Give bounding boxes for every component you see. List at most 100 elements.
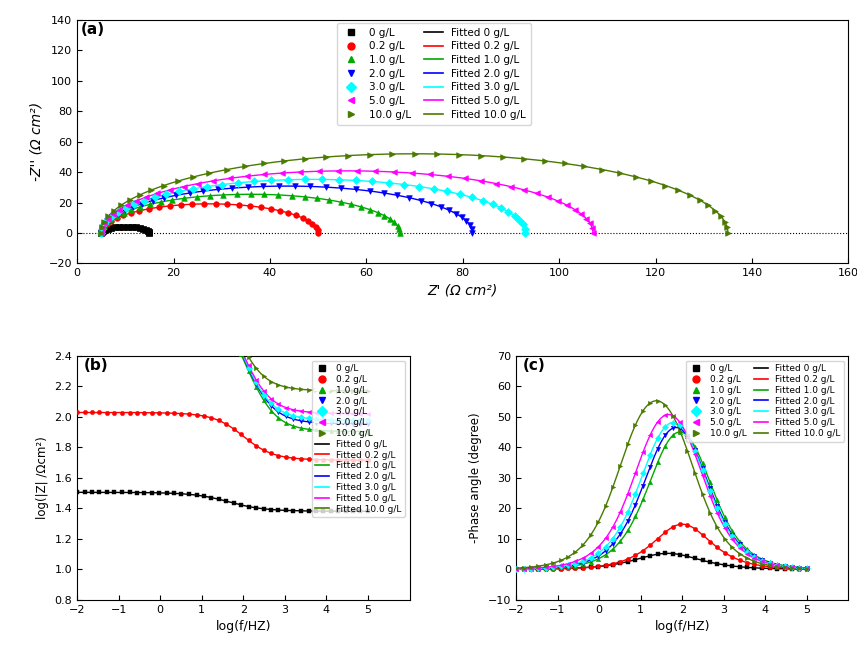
Point — [576, 553, 590, 563]
Point — [286, 505, 300, 516]
Point — [554, 560, 567, 571]
Point — [123, 487, 136, 498]
Point — [94, 228, 108, 239]
Point — [201, 181, 214, 192]
Point — [733, 555, 746, 565]
Point — [286, 411, 300, 421]
Point — [542, 192, 555, 202]
Point — [183, 277, 196, 288]
Point — [133, 190, 147, 200]
Point — [424, 198, 438, 209]
Point — [100, 224, 114, 235]
Point — [204, 492, 218, 503]
Point — [159, 189, 173, 200]
Point — [294, 406, 308, 416]
Point — [97, 218, 111, 229]
Point — [216, 190, 230, 200]
Point — [733, 548, 746, 559]
Point — [423, 169, 437, 180]
Point — [117, 208, 130, 218]
Point — [606, 538, 620, 549]
Point — [696, 465, 710, 476]
Legend: 0 g/L, 0.2 g/L, 1.0 g/L, 2.0 g/L, 3.0 g/L, 5.0 g/L, 10.0 g/L, Fitted 0 g/L, Fitt: 0 g/L, 0.2 g/L, 1.0 g/L, 2.0 g/L, 3.0 g/… — [312, 360, 405, 517]
Point — [322, 195, 336, 206]
Point — [204, 280, 218, 291]
Point — [171, 176, 184, 186]
Point — [584, 557, 597, 567]
Point — [183, 409, 196, 419]
Point — [115, 225, 129, 235]
Point — [733, 536, 746, 547]
Point — [204, 263, 218, 273]
Point — [539, 563, 553, 574]
Point — [644, 449, 657, 460]
Point — [346, 386, 360, 396]
Point — [95, 227, 109, 237]
Point — [785, 563, 799, 573]
Point — [158, 192, 171, 203]
Point — [629, 500, 643, 510]
Point — [709, 206, 722, 216]
Point — [286, 420, 300, 431]
Point — [332, 418, 345, 429]
Point — [153, 407, 166, 418]
Point — [718, 519, 732, 529]
Point — [183, 265, 196, 275]
Point — [377, 188, 391, 198]
Point — [704, 486, 717, 496]
Point — [324, 386, 338, 396]
Point — [302, 424, 315, 435]
Point — [561, 563, 575, 573]
Point — [770, 560, 784, 571]
Point — [186, 184, 200, 194]
Point — [264, 175, 278, 186]
Point — [725, 542, 739, 553]
Point — [740, 547, 754, 558]
Point — [596, 164, 609, 175]
Point — [249, 377, 263, 387]
Point — [78, 224, 92, 235]
Point — [770, 563, 784, 574]
Point — [547, 563, 560, 574]
Point — [257, 391, 271, 401]
Point — [584, 553, 597, 563]
Point — [249, 440, 263, 451]
Point — [108, 245, 122, 256]
Point — [123, 257, 136, 268]
Point — [145, 179, 159, 189]
Point — [531, 563, 545, 573]
Point — [175, 275, 189, 286]
Point — [710, 500, 724, 511]
Point — [242, 352, 255, 362]
Point — [100, 245, 114, 256]
Point — [576, 540, 590, 550]
Point — [704, 490, 717, 501]
Point — [733, 539, 746, 550]
Point — [614, 522, 627, 532]
Point — [554, 555, 567, 565]
Point — [316, 506, 330, 517]
Point — [315, 174, 329, 185]
Point — [584, 548, 597, 559]
Point — [286, 383, 300, 393]
Point — [568, 560, 582, 571]
Point — [718, 216, 732, 227]
Point — [547, 562, 560, 573]
Point — [310, 193, 324, 204]
Point — [718, 517, 732, 527]
Point — [666, 411, 680, 421]
Point — [666, 423, 680, 434]
Point — [614, 507, 627, 517]
Point — [153, 246, 166, 257]
Point — [334, 183, 348, 193]
Point — [599, 532, 613, 543]
Point — [105, 211, 119, 221]
Point — [115, 487, 129, 498]
Point — [517, 563, 530, 574]
Point — [204, 413, 218, 423]
Point — [219, 302, 233, 313]
Point — [361, 426, 375, 437]
Point — [100, 272, 114, 282]
Point — [576, 562, 590, 573]
Point — [458, 173, 471, 184]
